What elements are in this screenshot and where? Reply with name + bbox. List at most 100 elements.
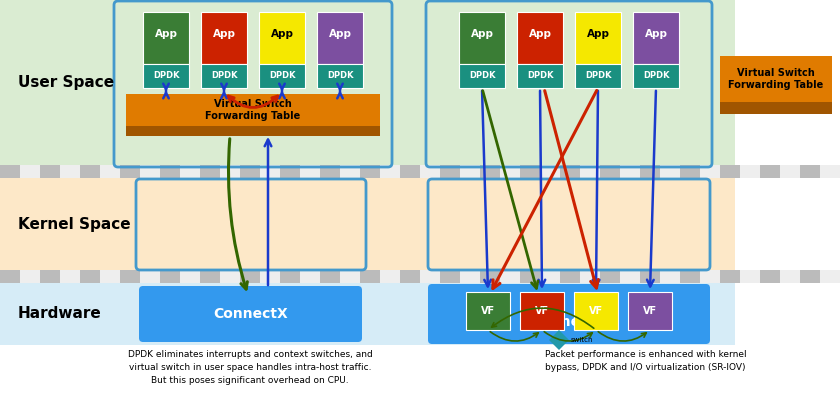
Bar [520, 270, 540, 283]
Bar [633, 12, 679, 64]
Bar [360, 165, 380, 178]
Bar [143, 12, 189, 64]
Bar [820, 270, 840, 283]
Bar [160, 165, 180, 178]
Bar [260, 165, 280, 178]
Bar [500, 270, 520, 283]
Text: ConnectX: ConnectX [532, 315, 606, 329]
Bar [240, 270, 260, 283]
Bar [633, 64, 679, 88]
Bar [0, 178, 735, 270]
Bar [517, 12, 563, 64]
Text: DPDK: DPDK [211, 72, 237, 81]
Bar [517, 64, 563, 88]
Bar [80, 270, 100, 283]
Text: App: App [528, 29, 552, 39]
Text: Virtual Switch
Forwarding Table: Virtual Switch Forwarding Table [728, 68, 824, 90]
Text: App: App [270, 29, 293, 39]
Bar [240, 165, 260, 178]
Bar [180, 270, 200, 283]
Bar [520, 165, 540, 178]
Bar [440, 165, 460, 178]
Bar [575, 12, 621, 64]
Text: VF: VF [589, 306, 603, 316]
Bar [620, 270, 640, 283]
Bar [440, 270, 460, 283]
Bar [760, 270, 780, 283]
Bar [820, 165, 840, 178]
Bar [20, 165, 40, 178]
Bar [780, 165, 800, 178]
Text: DPDK: DPDK [527, 72, 554, 81]
Bar [0, 283, 735, 345]
Bar [700, 270, 720, 283]
Bar [760, 165, 780, 178]
Bar [260, 270, 280, 283]
Bar [800, 270, 820, 283]
Bar [660, 270, 680, 283]
Bar [540, 165, 560, 178]
Bar [540, 270, 560, 283]
Bar [780, 270, 800, 283]
Bar [20, 270, 40, 283]
Bar [560, 165, 580, 178]
Text: Kernel Space: Kernel Space [18, 217, 131, 231]
Bar [574, 292, 618, 330]
Bar [575, 64, 621, 88]
Bar [280, 165, 300, 178]
Bar [320, 165, 340, 178]
Bar [126, 94, 380, 136]
Bar [580, 270, 600, 283]
Bar [720, 56, 832, 114]
Bar [100, 165, 120, 178]
Bar [280, 270, 300, 283]
Bar [500, 165, 520, 178]
Bar [420, 165, 440, 178]
Bar [640, 165, 660, 178]
Bar [120, 165, 140, 178]
Bar [400, 270, 420, 283]
Bar [200, 270, 220, 283]
Text: User Space: User Space [18, 75, 114, 90]
Bar [259, 12, 305, 64]
Bar [201, 64, 247, 88]
Bar [0, 270, 20, 283]
Bar [480, 165, 500, 178]
Text: App: App [155, 29, 177, 39]
Bar [620, 165, 640, 178]
Bar [680, 165, 700, 178]
Bar [40, 270, 60, 283]
Bar [740, 270, 760, 283]
Text: DPDK eliminates interrupts and context switches, and
virtual switch in user spac: DPDK eliminates interrupts and context s… [128, 350, 372, 386]
Bar [317, 64, 363, 88]
Bar [317, 12, 363, 64]
Bar [320, 270, 340, 283]
Bar [126, 126, 380, 136]
Bar [560, 270, 580, 283]
Bar [380, 270, 400, 283]
Bar [120, 270, 140, 283]
Bar [460, 270, 480, 283]
Bar [60, 270, 80, 283]
Text: App: App [328, 29, 351, 39]
Text: DPDK: DPDK [643, 72, 669, 81]
Bar [160, 270, 180, 283]
Bar [100, 270, 120, 283]
Bar [459, 12, 505, 64]
Text: Packet performance is enhanced with kernel
bypass, DPDK and I/O virtualization (: Packet performance is enhanced with kern… [545, 350, 747, 372]
Bar [340, 270, 360, 283]
Text: DPDK: DPDK [327, 72, 354, 81]
Bar [600, 270, 620, 283]
Bar [259, 64, 305, 88]
Bar [140, 270, 160, 283]
Bar [80, 165, 100, 178]
Bar [459, 64, 505, 88]
Text: App: App [644, 29, 668, 39]
Bar [220, 165, 240, 178]
Bar [201, 12, 247, 64]
Text: DPDK: DPDK [585, 72, 612, 81]
Bar [200, 165, 220, 178]
Bar [628, 292, 672, 330]
Bar [720, 165, 740, 178]
Text: App: App [470, 29, 494, 39]
